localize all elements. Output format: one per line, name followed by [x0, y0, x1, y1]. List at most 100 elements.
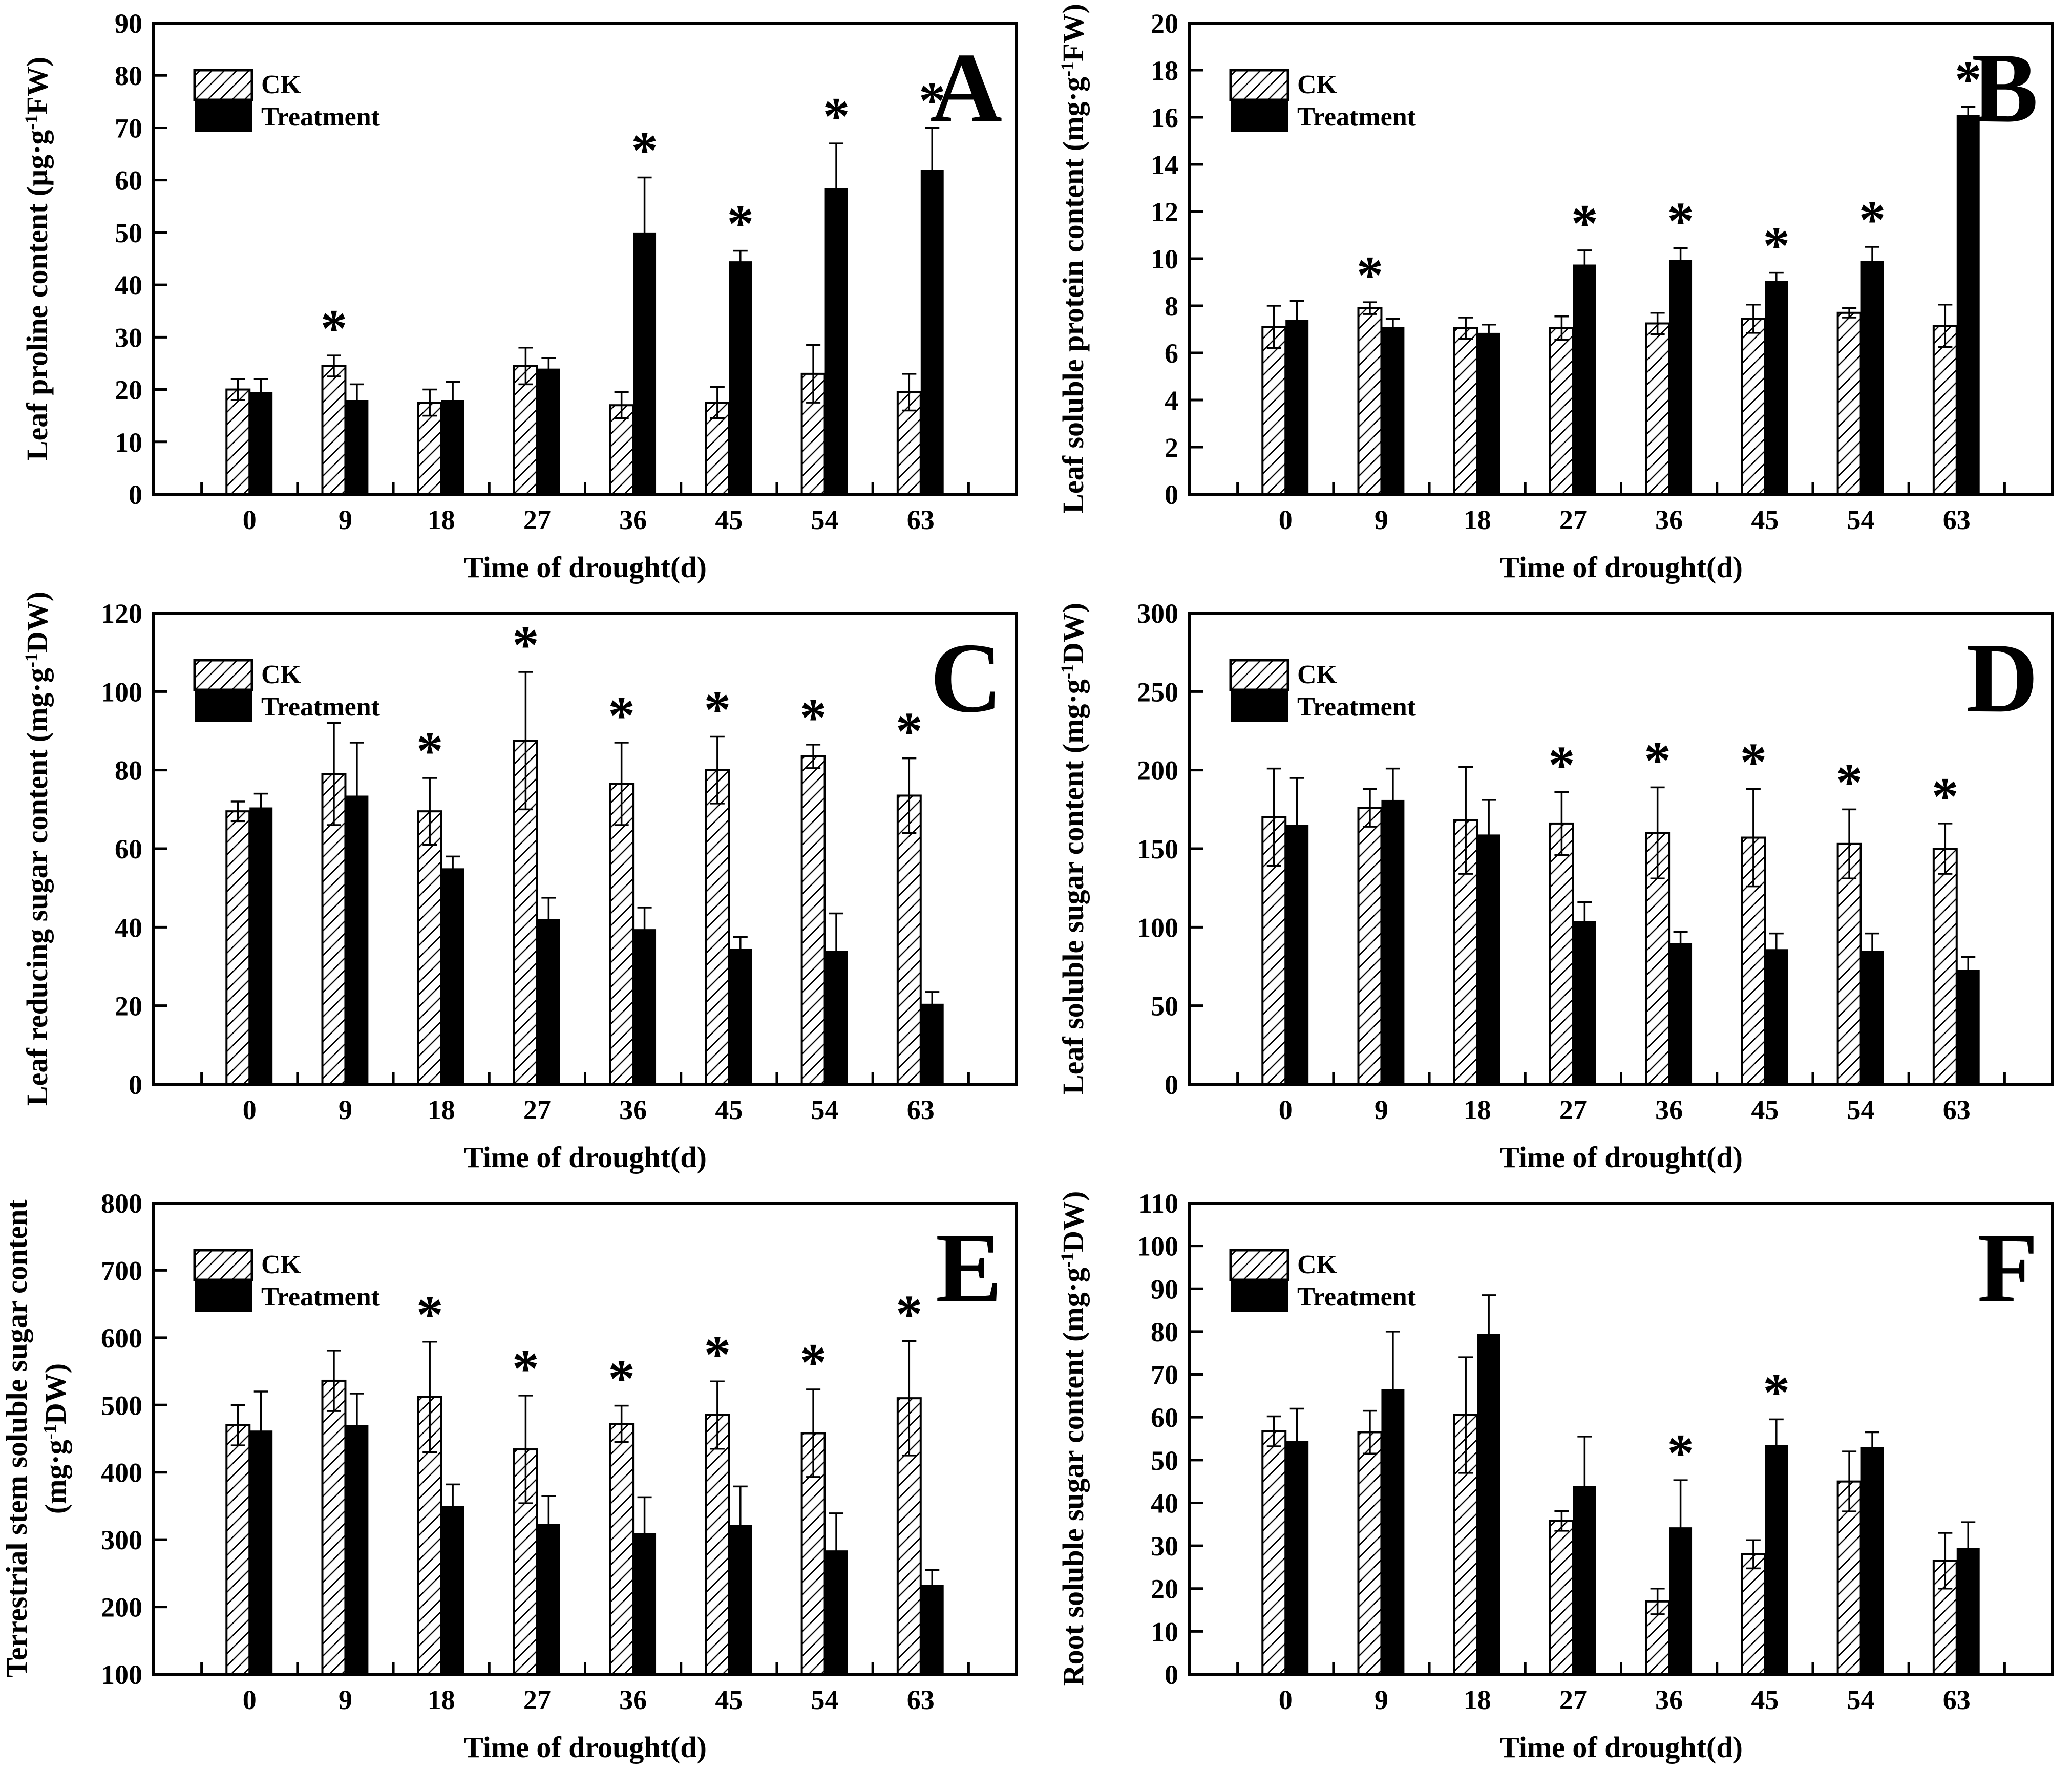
- significance-asterisk: *: [704, 680, 731, 740]
- treatment-bar: [537, 368, 560, 494]
- legend-ck-swatch: [193, 1249, 253, 1281]
- significance-asterisk: *: [321, 298, 348, 358]
- y-tick-label: 100: [101, 677, 142, 707]
- treatment-bar: [729, 949, 752, 1084]
- x-tick-label: 54: [1847, 1094, 1875, 1125]
- x-tick-label: 9: [339, 1684, 352, 1715]
- treatment-bar: [920, 1003, 944, 1084]
- treatment-bar: [1477, 834, 1500, 1084]
- ck-bar: [705, 769, 730, 1085]
- treatment-bar: [1860, 261, 1884, 494]
- ck-bar: [1741, 318, 1766, 495]
- significance-asterisk: *: [1859, 189, 1886, 249]
- plot-frame: [152, 612, 1018, 1086]
- x-tick-label: 63: [1943, 1684, 1971, 1715]
- x-tick-label: 63: [907, 1094, 935, 1125]
- y-tick-label: 80: [115, 60, 142, 91]
- significance-asterisk: *: [896, 1283, 923, 1343]
- y-tick-label: 50: [115, 218, 142, 248]
- legend-treatment-swatch: [1231, 100, 1288, 132]
- ck-bar: [1836, 311, 1862, 495]
- x-tick-label: 9: [339, 1094, 352, 1125]
- x-tick-label: 36: [1655, 1684, 1683, 1715]
- legend-ck-swatch: [193, 659, 253, 691]
- y-tick-label: 400: [101, 1458, 142, 1488]
- legend-ck-swatch: [1229, 659, 1289, 691]
- x-tick-label: 0: [1279, 504, 1293, 535]
- x-tick-label: 36: [1655, 504, 1683, 535]
- x-axis-label: Time of drought(d): [463, 1731, 707, 1764]
- x-tick-label: 27: [1559, 1684, 1587, 1715]
- x-axis-label: Time of drought(d): [1499, 1731, 1743, 1764]
- y-tick-label: 30: [1151, 1531, 1178, 1562]
- x-tick-label: 27: [523, 1684, 551, 1715]
- panel-letter: D: [1966, 623, 2038, 733]
- ck-bar: [1836, 842, 1862, 1085]
- x-axis-label: Time of drought(d): [1499, 551, 1743, 584]
- significance-asterisk: *: [800, 687, 827, 747]
- ck-bar: [225, 810, 251, 1085]
- panel-f-chart: 0 10 20 30 40 50 60 70 80 90 100 110 * * 0 9 18 27 36 45 54 6…: [1036, 1180, 2072, 1770]
- y-tick-label: 40: [115, 912, 142, 943]
- legend-ck-label: CK: [1297, 70, 1338, 99]
- y-axis-label: Leaf reducing sugar content (mg·g-1DW): [20, 592, 54, 1106]
- y-axis-label: Leaf soluble protein content (mg·g-1FW): [1056, 4, 1090, 514]
- legend-ck-label: CK: [261, 70, 302, 99]
- treatment-bar: [1381, 327, 1405, 494]
- legend-treatment-swatch: [195, 690, 252, 722]
- x-tick-label: 27: [1559, 1094, 1587, 1125]
- x-tick-label: 0: [243, 504, 257, 535]
- treatment-bar: [1285, 320, 1309, 494]
- treatment-bar: [1381, 799, 1405, 1084]
- x-tick-label: 54: [1847, 1684, 1875, 1715]
- significance-asterisk: *: [727, 194, 754, 254]
- x-tick-label: 27: [1559, 504, 1587, 535]
- x-tick-label: 27: [523, 504, 551, 535]
- significance-asterisk: *: [1548, 735, 1575, 795]
- panel-letter: B: [1972, 33, 2038, 143]
- y-tick-label: 200: [101, 1592, 142, 1623]
- x-tick-label: 54: [1847, 504, 1875, 535]
- treatment-bar: [1956, 115, 1980, 494]
- ck-bar: [417, 810, 442, 1085]
- y-axis-label: Terrestrial stem soluble sugar content: [0, 1199, 33, 1678]
- significance-asterisk: *: [1667, 191, 1694, 250]
- x-tick-label: 9: [1375, 1684, 1388, 1715]
- y-tick-label: 6: [1165, 338, 1178, 369]
- ck-bar: [1549, 1520, 1574, 1676]
- ck-bar: [513, 365, 538, 495]
- y-tick-label: 500: [101, 1390, 142, 1421]
- y-tick-label: 50: [1151, 1445, 1178, 1476]
- x-tick-label: 45: [1751, 1094, 1779, 1125]
- x-tick-label: 27: [523, 1094, 551, 1125]
- ck-bar: [1932, 325, 1958, 495]
- x-tick-label: 18: [1464, 1094, 1491, 1125]
- panel-e: 100 200 300 400 500 600 700 800 * * * * * * 0 9 18 27 36 45…: [0, 1180, 1036, 1770]
- treatment-bar: [633, 929, 657, 1084]
- significance-asterisk: *: [823, 86, 850, 146]
- panel-b-chart: 0 2 4 6 8 10 12 14 16 18 20 * * * * * * 0 9 18 27 36 45 54 63 Tim…: [1036, 0, 2072, 590]
- significance-asterisk: *: [1667, 1423, 1694, 1483]
- treatment-bar: [1765, 1445, 1788, 1674]
- y-tick-label: 800: [101, 1188, 142, 1219]
- x-tick-label: 45: [715, 504, 743, 535]
- legend-treatment-swatch: [195, 100, 252, 132]
- legend-ck-swatch: [193, 69, 253, 101]
- significance-asterisk: *: [1955, 49, 1982, 109]
- x-tick-label: 36: [619, 504, 647, 535]
- significance-asterisk: *: [1836, 752, 1863, 812]
- y-axis-label: Root soluble sugar content (mg·g-1DW): [1056, 1191, 1090, 1687]
- ck-bar: [705, 1414, 730, 1675]
- y-tick-label: 8: [1165, 291, 1178, 322]
- x-tick-label: 9: [1375, 504, 1388, 535]
- y-tick-label: 300: [1137, 598, 1178, 629]
- significance-asterisk: *: [1763, 1362, 1790, 1422]
- panel-background: [0, 0, 1036, 590]
- legend-treatment-label: Treatment: [261, 102, 380, 132]
- ck-bar: [321, 365, 347, 495]
- panel-d: 0 50 100 150 200 250 300 * * * * * 0 9 18 27 36 45 54 63 Tim…: [1036, 590, 2072, 1180]
- x-tick-label: 0: [1279, 1094, 1293, 1125]
- treatment-bar: [1765, 281, 1788, 494]
- treatment-bar: [1669, 943, 1693, 1084]
